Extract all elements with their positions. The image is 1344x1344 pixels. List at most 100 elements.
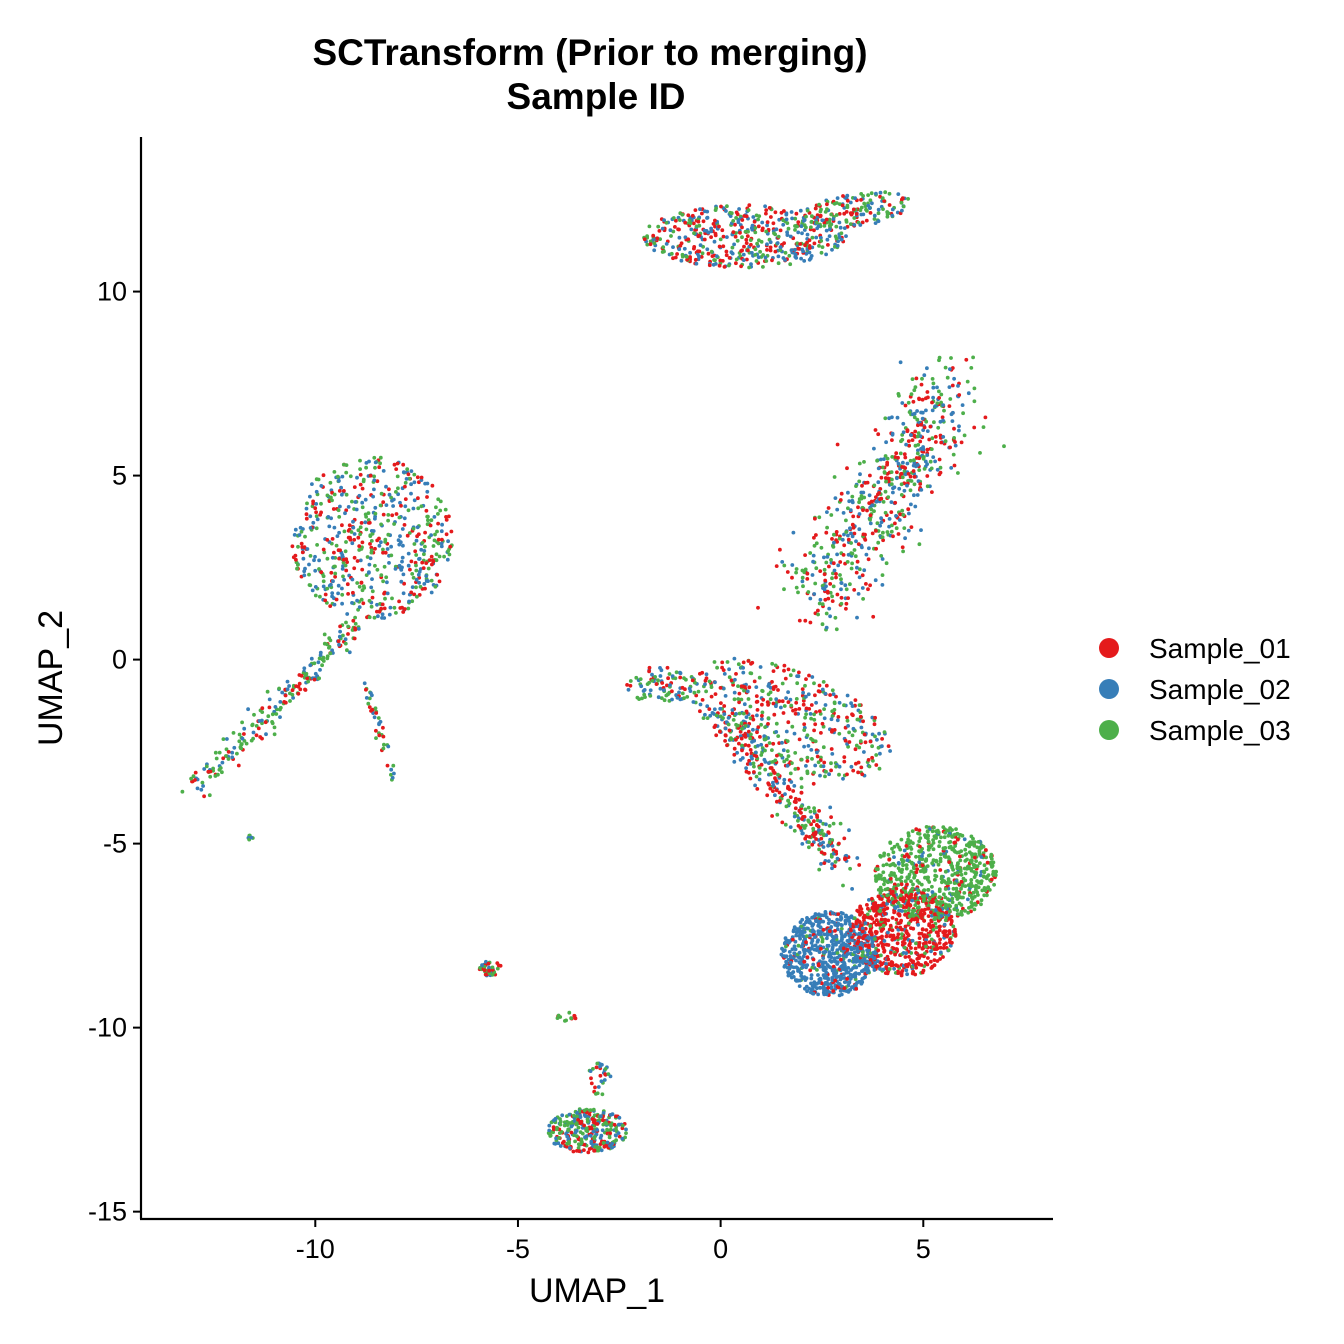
point-sample-03 xyxy=(758,249,762,254)
point-sample-02 xyxy=(662,218,666,223)
point-sample-02 xyxy=(308,494,312,499)
point-sample-03 xyxy=(926,847,931,852)
point-sample-03 xyxy=(794,585,799,590)
point-sample-02 xyxy=(800,976,805,980)
point-sample-02 xyxy=(931,385,936,390)
point-sample-03 xyxy=(361,477,366,482)
point-sample-02 xyxy=(850,704,855,708)
point-sample-01 xyxy=(899,918,903,923)
point-sample-01 xyxy=(745,762,750,766)
point-sample-03 xyxy=(692,231,696,236)
point-sample-02 xyxy=(822,587,827,592)
point-sample-02 xyxy=(809,815,814,820)
point-sample-02 xyxy=(847,958,852,963)
point-sample-02 xyxy=(751,215,756,219)
point-sample-03 xyxy=(793,767,798,771)
point-sample-03 xyxy=(907,908,911,913)
point-sample-03 xyxy=(593,1145,598,1149)
point-sample-03 xyxy=(787,801,792,806)
point-sample-03 xyxy=(903,909,908,913)
point-sample-03 xyxy=(786,798,790,803)
point-sample-03 xyxy=(857,567,862,572)
point-sample-01 xyxy=(809,703,814,707)
point-sample-03 xyxy=(901,204,906,209)
point-sample-02 xyxy=(337,530,341,535)
point-sample-03 xyxy=(808,809,813,814)
point-sample-03 xyxy=(721,716,725,720)
point-sample-03 xyxy=(558,1122,563,1127)
point-sample-02 xyxy=(658,674,663,678)
point-sample-02 xyxy=(903,472,908,477)
point-sample-02 xyxy=(902,488,907,493)
point-sample-03 xyxy=(930,436,935,441)
point-sample-02 xyxy=(398,534,402,538)
point-sample-01 xyxy=(437,579,442,584)
point-sample-02 xyxy=(708,713,713,718)
point-sample-02 xyxy=(956,384,960,388)
point-sample-03 xyxy=(885,886,890,891)
point-sample-02 xyxy=(916,923,920,927)
point-sample-01 xyxy=(938,957,942,961)
point-sample-02 xyxy=(878,523,882,528)
point-sample-03 xyxy=(982,886,987,890)
point-sample-03 xyxy=(869,507,874,512)
point-sample-01 xyxy=(744,710,749,715)
point-sample-03 xyxy=(736,662,741,667)
point-sample-03 xyxy=(829,212,834,217)
point-sample-01 xyxy=(826,596,831,601)
point-sample-02 xyxy=(830,976,835,980)
point-sample-03 xyxy=(752,764,756,769)
point-sample-01 xyxy=(937,941,942,945)
point-sample-03 xyxy=(250,722,255,727)
point-sample-02 xyxy=(596,1085,601,1089)
point-sample-01 xyxy=(874,918,879,922)
point-sample-03 xyxy=(790,761,794,765)
point-sample-03 xyxy=(786,754,791,758)
point-sample-02 xyxy=(834,934,838,939)
point-sample-03 xyxy=(549,1120,554,1125)
point-sample-02 xyxy=(839,587,843,592)
point-sample-03 xyxy=(213,774,218,778)
point-sample-01 xyxy=(417,593,422,597)
point-sample-01 xyxy=(756,725,761,729)
point-sample-01 xyxy=(812,819,816,824)
point-sample-01 xyxy=(683,220,688,225)
point-sample-02 xyxy=(850,974,855,979)
point-sample-01 xyxy=(375,479,380,484)
point-sample-03 xyxy=(277,686,281,691)
point-sample-02 xyxy=(384,503,389,507)
point-sample-03 xyxy=(978,880,983,884)
point-sample-02 xyxy=(377,722,381,727)
point-sample-02 xyxy=(338,629,342,634)
point-sample-01 xyxy=(942,942,947,947)
point-sample-02 xyxy=(855,856,860,860)
point-sample-02 xyxy=(732,690,737,695)
point-sample-01 xyxy=(898,925,903,930)
point-sample-01 xyxy=(910,438,915,442)
point-sample-03 xyxy=(891,850,896,855)
point-sample-01 xyxy=(835,984,840,989)
point-sample-02 xyxy=(942,922,947,927)
point-sample-02 xyxy=(807,949,812,954)
point-sample-02 xyxy=(797,934,801,938)
point-sample-03 xyxy=(936,912,941,916)
point-sample-01 xyxy=(313,506,318,511)
point-sample-02 xyxy=(800,247,805,252)
point-sample-02 xyxy=(744,715,749,719)
point-sample-01 xyxy=(405,533,410,538)
point-sample-01 xyxy=(821,927,826,932)
point-sample-03 xyxy=(933,877,937,882)
point-sample-03 xyxy=(333,571,338,576)
point-sample-03 xyxy=(353,621,358,626)
point-sample-03 xyxy=(880,877,884,881)
point-sample-03 xyxy=(817,244,821,248)
point-sample-03 xyxy=(881,870,886,875)
point-sample-03 xyxy=(909,851,913,856)
point-sample-03 xyxy=(950,896,955,901)
point-sample-03 xyxy=(810,235,815,240)
point-sample-01 xyxy=(858,904,863,909)
point-sample-01 xyxy=(911,969,915,974)
point-sample-02 xyxy=(822,913,826,918)
point-sample-03 xyxy=(753,226,758,230)
point-sample-01 xyxy=(294,684,298,688)
